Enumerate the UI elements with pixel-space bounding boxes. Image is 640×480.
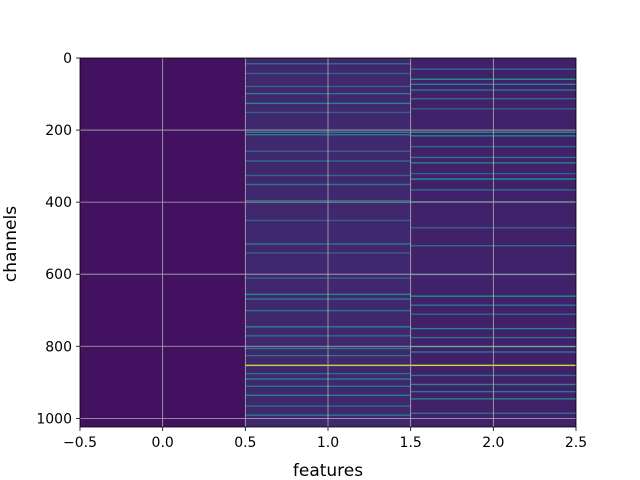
x-tick-label: 2.0	[482, 435, 504, 451]
y-tick-label: 800	[45, 339, 72, 355]
x-tick-label: 0.5	[234, 435, 256, 451]
y-tick-label: 200	[45, 123, 72, 139]
x-tick-label: 1.0	[317, 435, 339, 451]
x-tick-label: 2.5	[565, 435, 587, 451]
y-tick-label: 0	[63, 51, 72, 67]
grid-lines	[80, 58, 576, 427]
y-axis-ticks: 0 200 400 600 800 1000	[36, 51, 80, 427]
y-axis-label: channels	[1, 206, 21, 282]
x-axis-ticks: −0.5 0.0 0.5 1.0 1.5 2.0 2.5	[63, 427, 587, 451]
x-tick-label: 1.5	[400, 435, 422, 451]
x-axis-label: features	[293, 461, 363, 480]
x-tick-label: −0.5	[63, 435, 97, 451]
y-tick-label: 600	[45, 267, 72, 283]
y-tick-label: 400	[45, 195, 72, 211]
y-tick-label: 1000	[36, 411, 72, 427]
x-tick-label: 0.0	[152, 435, 174, 451]
